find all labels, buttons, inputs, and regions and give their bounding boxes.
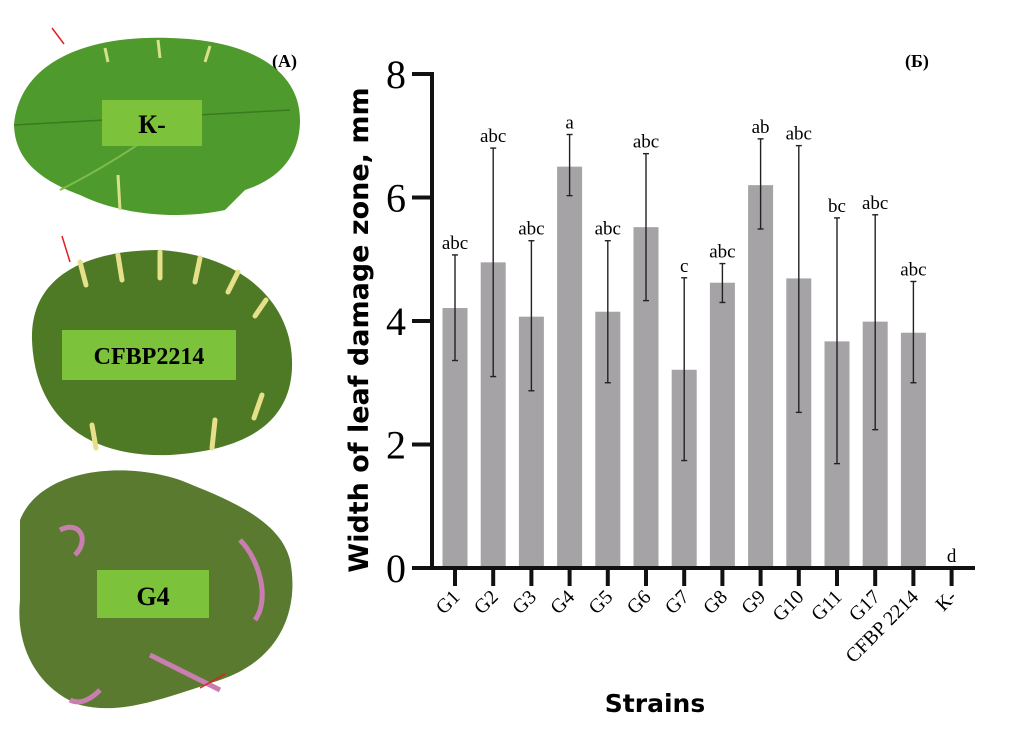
leaf-label: G4 xyxy=(136,582,169,611)
x-tick-label: G6 xyxy=(623,586,656,619)
x-tick-label: G2 xyxy=(470,586,503,619)
x-tick-label: G5 xyxy=(584,586,617,619)
significance-letter: abc xyxy=(480,126,506,147)
x-tick-label: G1 xyxy=(432,586,465,619)
panel-b-chart: (Б) Width of leaf damage zone, mm Strain… xyxy=(344,51,975,718)
x-tick-label: G11 xyxy=(807,586,846,625)
y-tick-label: 2 xyxy=(386,423,406,468)
y-axis-title: Width of leaf damage zone, mm xyxy=(344,87,375,572)
significance-letter: c xyxy=(680,256,688,277)
y-tick-label: 8 xyxy=(386,52,406,97)
significance-letter: abc xyxy=(709,242,735,263)
significance-letter: abc xyxy=(786,124,812,145)
significance-letter: ab xyxy=(752,117,770,138)
leaf-label: CFBP2214 xyxy=(94,344,205,370)
leaf-photo-negative-control: К- xyxy=(13,27,300,215)
panel-a: (A) К- CFBP2214 xyxy=(13,27,300,709)
significance-letter: abc xyxy=(518,219,544,240)
panel-a-label: (A) xyxy=(272,51,297,72)
leaf-photo-g4: G4 xyxy=(19,470,293,709)
x-tick-label: CFBP 2214 xyxy=(841,586,922,667)
bar xyxy=(748,185,774,568)
significance-letter: a xyxy=(565,113,574,134)
x-axis-title: Strains xyxy=(605,689,705,718)
significance-letter: abc xyxy=(633,132,659,153)
x-tick-label: G4 xyxy=(546,586,579,619)
x-tick-label: G10 xyxy=(768,586,808,626)
x-tick-label: G8 xyxy=(699,586,732,619)
significance-letter: abc xyxy=(442,233,468,254)
x-tick-label: G7 xyxy=(661,586,694,619)
panel-b-label: (Б) xyxy=(905,51,929,72)
significance-letter: abc xyxy=(862,193,888,214)
significance-letter: abc xyxy=(900,259,926,280)
y-tick-label: 0 xyxy=(386,546,406,591)
x-tick-label: G3 xyxy=(508,586,541,619)
significance-letter: bc xyxy=(828,196,846,217)
significance-letter: d xyxy=(947,546,957,567)
x-tick-label: К- xyxy=(931,586,961,616)
leaf-label: К- xyxy=(138,110,166,139)
bar xyxy=(557,166,583,568)
bar xyxy=(709,282,735,568)
x-tick-label: G9 xyxy=(737,586,770,619)
y-axis: 0 2 4 6 8 xyxy=(386,52,434,591)
y-tick-label: 6 xyxy=(386,176,406,221)
y-tick-label: 4 xyxy=(386,299,406,344)
leaf-photo-cfbp2214: CFBP2214 xyxy=(31,235,293,456)
significance-letter: abc xyxy=(595,219,621,240)
